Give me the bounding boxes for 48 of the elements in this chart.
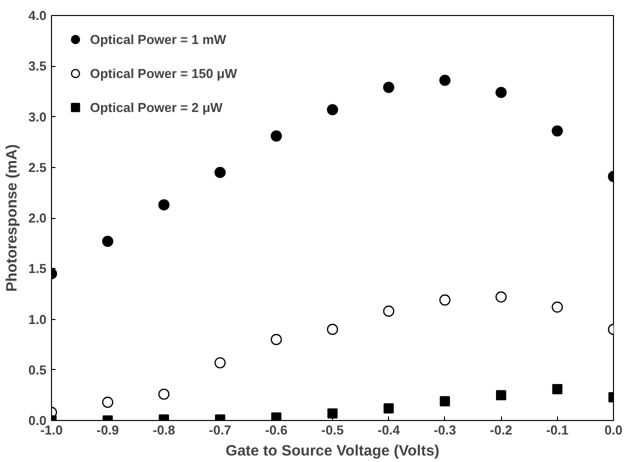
point xyxy=(326,324,338,335)
x-tick-label: -0.5 xyxy=(321,422,344,438)
x-tick-label: -0.7 xyxy=(208,422,232,438)
y-tick-label: 3.0 xyxy=(28,109,47,124)
x-tick-label: 0.0 xyxy=(604,422,623,438)
point xyxy=(439,294,450,306)
x-tick-label: -0.2 xyxy=(490,422,512,438)
point xyxy=(383,82,394,93)
x-tick-label: -0.1 xyxy=(546,422,569,438)
point xyxy=(552,125,563,137)
y-tick-label: 3.5 xyxy=(28,58,47,74)
legend-label: Optical Power = 150 μW xyxy=(90,66,238,80)
point xyxy=(552,384,562,394)
point xyxy=(270,130,282,142)
x-tick-label: -0.6 xyxy=(265,422,288,438)
point xyxy=(158,199,170,210)
point xyxy=(270,334,282,346)
point xyxy=(214,357,226,368)
point xyxy=(440,396,450,406)
y-tick-label: 0.5 xyxy=(28,362,47,378)
point xyxy=(496,390,506,400)
legend-label: Optical Power = 2 μW xyxy=(90,100,223,114)
y-tick-label: 2.5 xyxy=(28,160,47,175)
point xyxy=(439,74,450,86)
point xyxy=(214,166,226,178)
x-tick-label: -0.3 xyxy=(434,422,456,438)
point xyxy=(384,403,394,414)
x-tick-label: -0.8 xyxy=(152,422,176,438)
x-tick-label: -0.9 xyxy=(96,422,119,438)
point xyxy=(326,104,338,116)
point xyxy=(102,396,114,408)
point xyxy=(158,388,170,400)
point xyxy=(271,412,282,420)
legend-label: Optical Power = 1 mW xyxy=(90,32,226,46)
point xyxy=(383,306,394,317)
x-tick-label: -0.4 xyxy=(378,422,401,438)
y-tick-label: 1.5 xyxy=(28,261,47,276)
y-tick-label: 0.0 xyxy=(28,413,47,428)
point xyxy=(552,302,563,313)
point xyxy=(327,408,338,419)
point xyxy=(102,236,114,247)
y-tick-label: 1.0 xyxy=(28,312,47,327)
x-axis-title: Gate to Source Voltage (Volts) xyxy=(226,442,440,460)
y-tick-label: 2.0 xyxy=(28,210,47,226)
y-tick-label: 4.0 xyxy=(28,8,47,23)
y-axis-title: Photoresponse (mA) xyxy=(3,144,20,292)
point xyxy=(496,291,507,303)
point xyxy=(496,86,507,98)
